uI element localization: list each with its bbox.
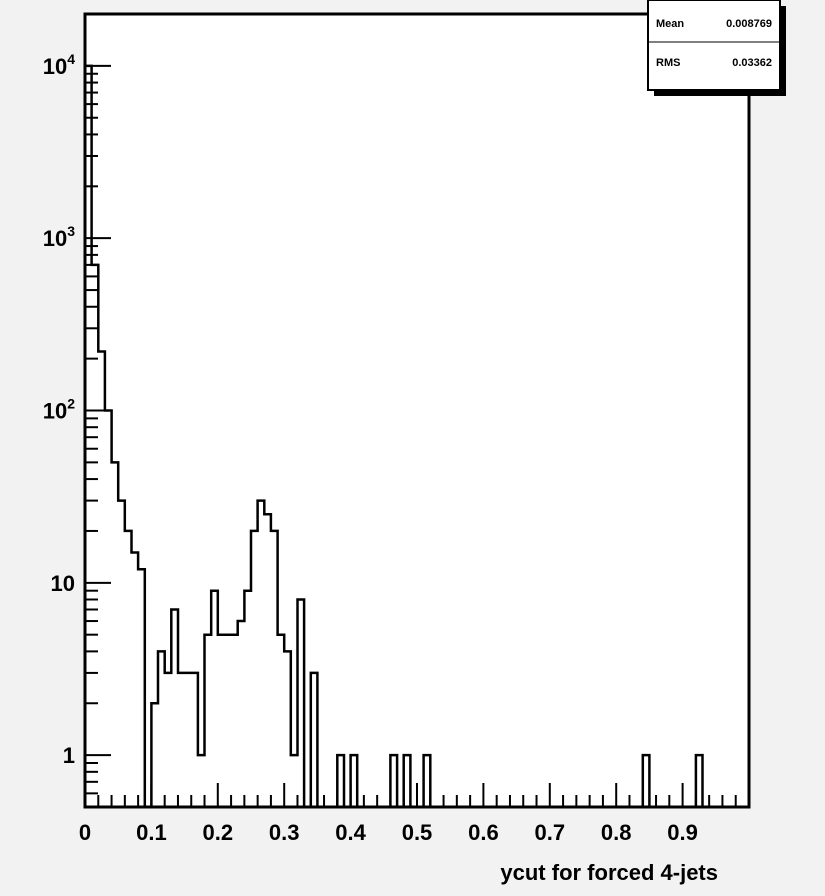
stats-rms-value: 0.03362 <box>732 57 772 69</box>
stats-mean-value: 0.008769 <box>726 18 772 30</box>
x-tick-label: 0.1 <box>136 820 167 845</box>
y-tick-label: 103 <box>43 223 75 251</box>
x-tick-label: 0 <box>79 820 91 845</box>
x-tick-label: 0.3 <box>269 820 300 845</box>
histogram-outline <box>83 64 749 809</box>
x-tick-label: 0.5 <box>402 820 433 845</box>
stats-mean-label: Mean <box>656 18 684 30</box>
x-tick-label: 0.4 <box>335 820 366 845</box>
x-tick-label: 0.7 <box>535 820 566 845</box>
stats-rms-label: RMS <box>656 57 680 69</box>
stats-box-background <box>647 0 781 91</box>
x-tick-label: 0.6 <box>468 820 499 845</box>
y-tick-label: 104 <box>43 51 75 79</box>
x-tick-label: 0.8 <box>601 820 632 845</box>
y-tick-label: 10 <box>51 571 75 596</box>
x-tick-label: 0.2 <box>203 820 234 845</box>
y-tick-label: 102 <box>43 396 75 424</box>
plot-area <box>85 14 749 807</box>
x-axis-label: ycut for forced 4-jets <box>500 860 718 885</box>
x-tick-label: 0.9 <box>667 820 698 845</box>
y-tick-label: 1 <box>63 743 75 768</box>
stats-box: Mean 0.008769 RMS 0.03362 <box>647 0 786 96</box>
